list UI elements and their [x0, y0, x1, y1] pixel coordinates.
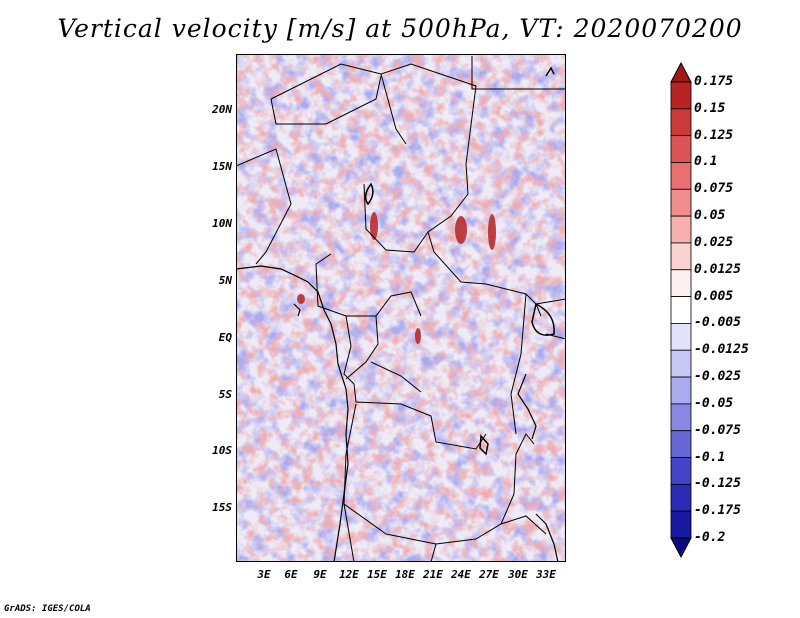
colorbar-level-label: -0.05	[694, 395, 734, 411]
colorbar-level-label: -0.2	[694, 530, 726, 545]
colorbar-bin	[670, 188, 692, 217]
lat-label: 20N	[212, 103, 232, 116]
lon-label: 24E	[451, 568, 471, 581]
lat-label: 10S	[212, 444, 232, 457]
lon-label: 3E	[257, 568, 271, 581]
colorbar-level-label: -0.125	[694, 476, 741, 492]
colorbar-bin	[670, 483, 692, 512]
colorbar-bin	[670, 81, 692, 110]
colorbar-level-label: -0.075	[694, 422, 741, 438]
lat-label: 10N	[212, 217, 232, 230]
lon-label: 15E	[367, 568, 387, 581]
colorbar-bin	[670, 403, 692, 432]
colorbar-level-label: 0.175	[694, 74, 734, 89]
colorbar-level-label: -0.005	[694, 315, 741, 331]
colorbar-bin	[670, 349, 692, 378]
colorbar	[670, 62, 692, 558]
lat-label: 5N	[218, 274, 232, 287]
coastline	[236, 265, 559, 562]
credit-label: GrADS: IGES/COLA	[4, 604, 91, 614]
borders	[236, 56, 566, 562]
vertical-velocity-field	[236, 54, 566, 562]
colorbar-bin	[670, 242, 692, 271]
colorbar-bin	[670, 510, 692, 539]
lon-label: 6E	[284, 568, 298, 581]
colorbar-level-label: 0.0125	[694, 261, 741, 277]
colorbar-bin	[670, 296, 692, 324]
lat-label: 5S	[218, 388, 232, 401]
colorbar-level-label: -0.1	[694, 449, 726, 465]
colorbar-level-label: 0.075	[694, 181, 734, 197]
colorbar-bin	[670, 269, 692, 297]
lon-label: 27E	[479, 568, 499, 581]
colorbar-level-label: 0.1	[694, 154, 718, 170]
lon-label: 18E	[395, 568, 415, 581]
map-plot	[236, 54, 566, 562]
lat-label: EQ	[218, 331, 232, 344]
colorbar-bin	[670, 376, 692, 405]
lat-label: 15N	[212, 160, 232, 173]
lat-label: 15S	[212, 501, 232, 514]
colorbar-bin	[670, 215, 692, 244]
lon-label: 9E	[313, 568, 327, 581]
colorbar-bin	[670, 162, 692, 190]
colorbar-level-label: 0.15	[694, 100, 726, 116]
colorbar-top-triangle	[670, 62, 692, 83]
colorbar-bin	[670, 323, 692, 351]
lon-label: 12E	[339, 568, 359, 581]
colorbar-level-label: -0.025	[694, 369, 741, 385]
colorbar-bin	[670, 430, 692, 458]
chart-title: Vertical velocity [m/s] at 500hPa, VT: 2…	[57, 14, 743, 43]
colorbar-level-label: 0.125	[694, 127, 734, 143]
colorbar-level-label: 0.025	[694, 234, 734, 250]
colorbar-bin	[670, 135, 692, 163]
lon-label: 30E	[508, 568, 528, 581]
lon-label: 21E	[423, 568, 443, 581]
strong-updraft-patches	[297, 212, 496, 344]
colorbar-level-label: 0.05	[694, 208, 726, 224]
lon-label: 33E	[536, 568, 556, 581]
colorbar-level-label: 0.005	[694, 288, 734, 304]
colorbar-bottom-triangle	[670, 537, 692, 558]
colorbar-level-label: -0.175	[694, 503, 741, 519]
lakes	[364, 66, 555, 456]
colorbar-level-label: -0.0125	[694, 342, 749, 358]
colorbar-bin	[670, 457, 692, 485]
colorbar-bin	[670, 108, 692, 137]
plot-frame	[236, 54, 566, 562]
